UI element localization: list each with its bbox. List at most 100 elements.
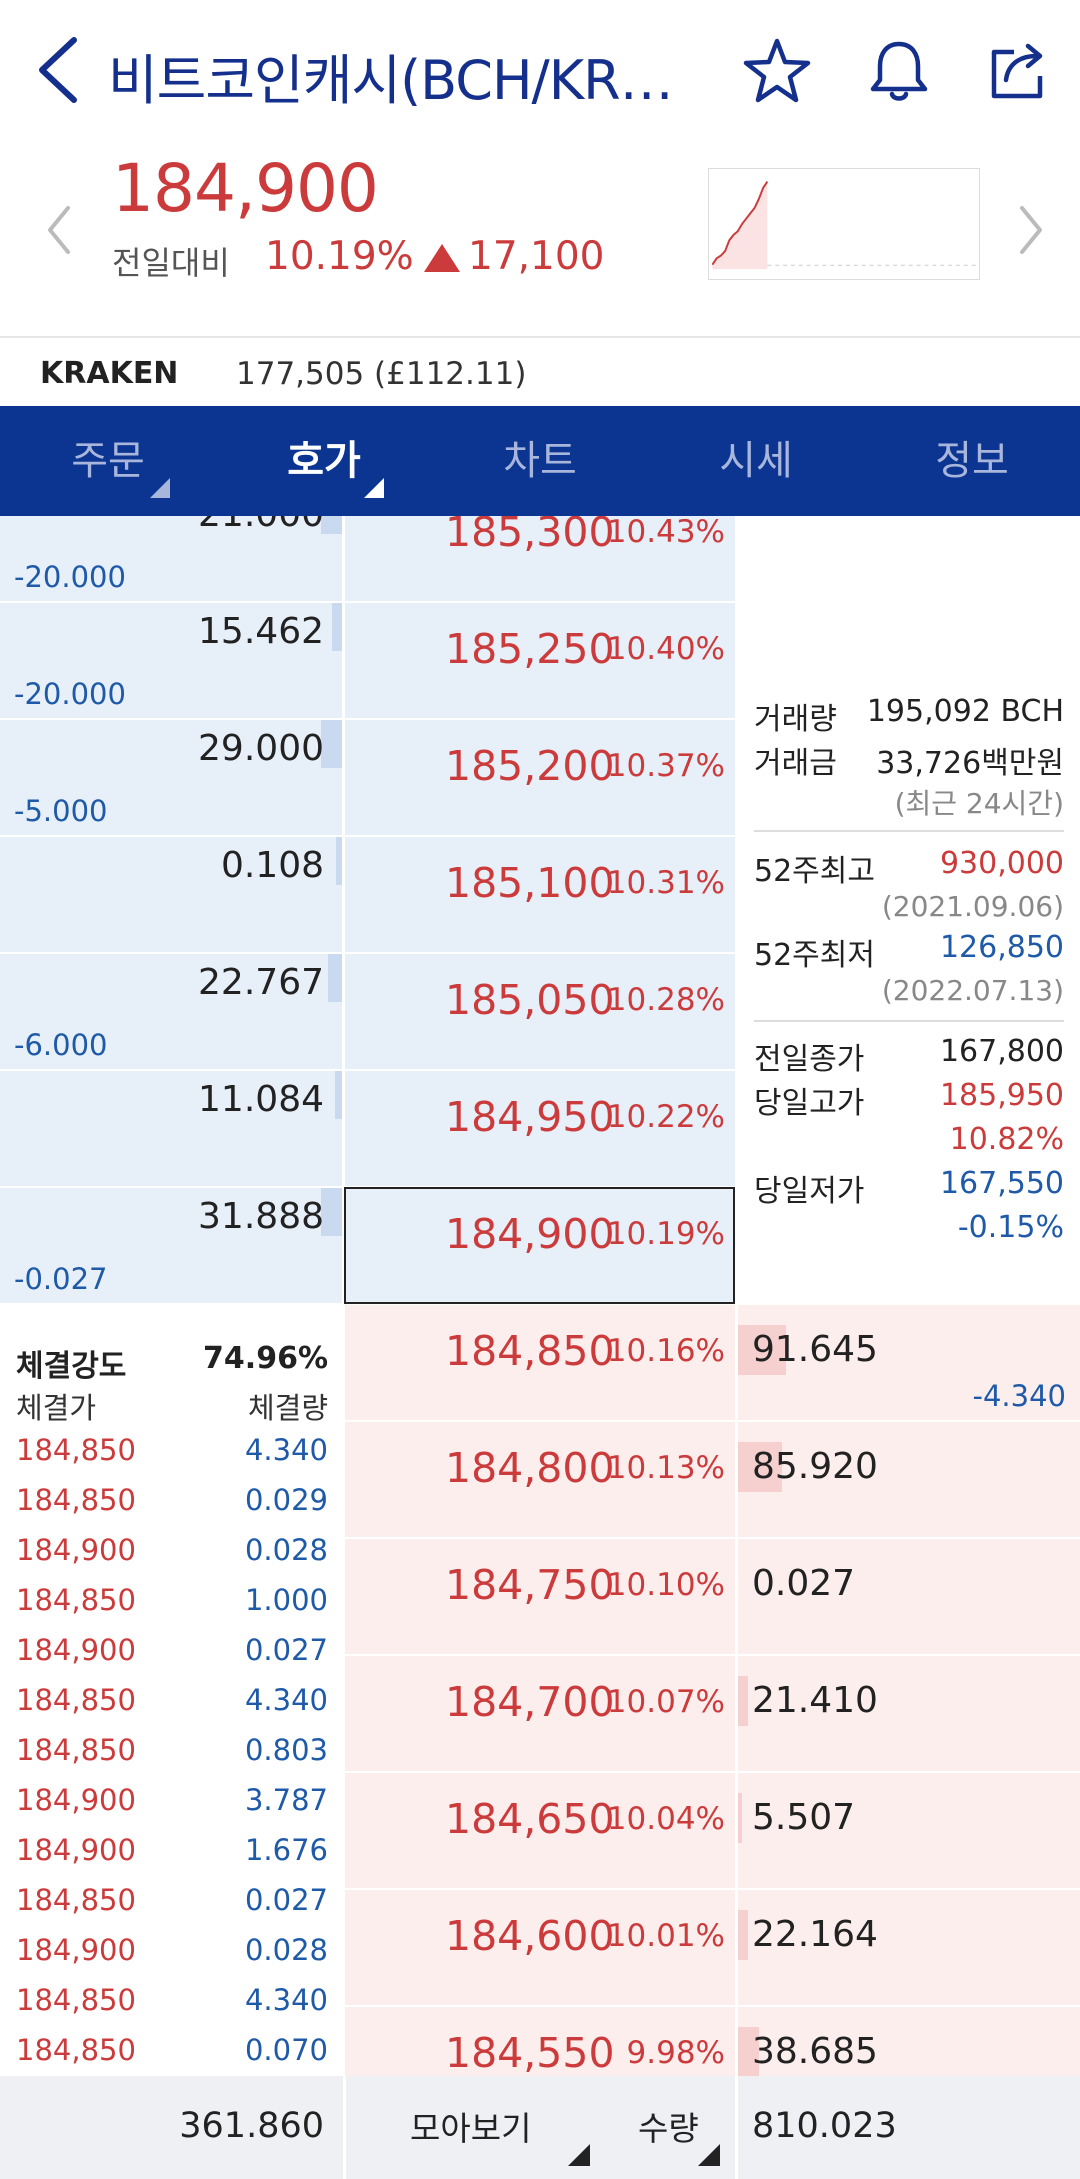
bid-price-cell[interactable]: 184,800 10.13% — [345, 1422, 735, 1537]
day-low-value: 167,550 — [939, 1166, 1064, 1201]
ask-qty-cell[interactable]: 31.888 -0.027 — [0, 1188, 342, 1303]
ask-qty-bar — [336, 837, 342, 885]
bid-price-pct: 10.10% — [606, 1567, 725, 1603]
ask-qty-cell[interactable]: 21.000 -20.000 — [0, 516, 342, 601]
bid-qty-cell[interactable]: 21.410 — [738, 1656, 1080, 1771]
bid-qty-cell[interactable]: 38.685 — [738, 2007, 1080, 2076]
ask-qty-cell[interactable]: 15.462 -20.000 — [0, 603, 342, 718]
bid-row[interactable]: 184,600 10.01% 22.164 — [345, 1890, 1080, 2007]
amount-label: 거래금 — [754, 746, 837, 781]
tab-bar: 주문 호가 차트 시세 정보 — [0, 406, 1080, 516]
trade-price: 184,850 — [16, 1983, 136, 2017]
ask-qty-cell[interactable]: 0.108 — [0, 837, 342, 952]
ask-price-cell[interactable]: 184,900 10.19% — [345, 1188, 735, 1303]
tab-info[interactable]: 정보 — [864, 406, 1080, 516]
bid-price-pct: 10.16% — [606, 1333, 725, 1369]
trade-ticker-panel[interactable]: 체결강도 74.96% 체결가 체결량 184,850 4.340 184,850 0… — [0, 1305, 342, 2076]
bid-qty-cell[interactable]: 0.027 — [738, 1539, 1080, 1654]
ask-price-cell[interactable]: 184,950 10.22% — [345, 1071, 735, 1186]
bid-price: 184,550 — [445, 2029, 615, 2076]
dropdown-triangle-icon — [568, 2144, 590, 2166]
bid-price-cell[interactable]: 184,750 10.10% — [345, 1539, 735, 1654]
mini-price-chart[interactable] — [708, 168, 980, 280]
up-triangle-icon — [424, 244, 460, 272]
trade-price-header: 체결가 — [16, 1391, 97, 1425]
ask-qty-bar — [331, 603, 342, 651]
trade-row: 184,850 0.029 — [0, 1483, 342, 1533]
bid-row[interactable]: 184,750 10.10% 0.027 — [345, 1539, 1080, 1656]
ask-price: 184,950 — [445, 1093, 615, 1141]
ask-row[interactable]: 29.000 -5.000 185,200 10.37% — [0, 720, 1080, 837]
next-coin-icon[interactable] — [1010, 200, 1050, 260]
bid-qty-cell[interactable]: 22.164 — [738, 1890, 1080, 2005]
bid-row[interactable]: 184,800 10.13% 85.920 — [345, 1422, 1080, 1539]
period-note: (최근 24시간) — [894, 787, 1064, 820]
ask-price-cell[interactable]: 185,200 10.37% — [345, 720, 735, 835]
share-icon[interactable] — [984, 36, 1054, 106]
bid-qty-cell[interactable]: 85.920 — [738, 1422, 1080, 1537]
ask-row[interactable]: 11.084 184,950 10.22% — [0, 1071, 1080, 1188]
trade-qty: 0.027 — [244, 1633, 328, 1667]
ask-row[interactable]: 31.888 -0.027 184,900 10.19% — [0, 1188, 1080, 1305]
bid-price-cell[interactable]: 184,850 10.16% — [345, 1305, 735, 1420]
bid-price-cell[interactable]: 184,600 10.01% — [345, 1890, 735, 2005]
low52-label: 52주최저 — [754, 938, 875, 973]
current-price-highlight — [344, 1187, 735, 1304]
day-low-label: 당일저가 — [754, 1174, 865, 1209]
bid-price: 184,700 — [445, 1678, 615, 1726]
chevron-left-icon[interactable] — [30, 34, 90, 106]
trade-qty: 0.070 — [244, 2033, 328, 2067]
ask-price-cell[interactable]: 185,100 10.31% — [345, 837, 735, 952]
bid-price-cell[interactable]: 184,550 9.98% — [345, 2007, 735, 2076]
tab-order[interactable]: 주문 — [0, 406, 216, 516]
bid-qty: 22.164 — [752, 1914, 878, 1955]
bid-qty-cell[interactable]: 5.507 — [738, 1773, 1080, 1888]
ask-price-cell[interactable]: 185,300 10.43% — [345, 516, 735, 601]
view-mode-button[interactable]: 모아보기 — [410, 2109, 532, 2148]
app-header: 비트코인캐시(BCH/KR… — [0, 0, 1080, 150]
ask-qty: 15.462 — [198, 611, 324, 652]
current-price: 184,900 — [112, 150, 379, 227]
bid-qty-bar — [738, 1325, 786, 1375]
bid-row[interactable]: 184,700 10.07% 21.410 — [345, 1656, 1080, 1773]
ask-row[interactable]: 22.767 -6.000 185,050 10.28% — [0, 954, 1080, 1071]
high52-date: (2021.09.06) — [881, 890, 1064, 923]
ask-price-cell[interactable]: 185,050 10.28% — [345, 954, 735, 1069]
ask-row[interactable]: 0.108 185,100 10.31% — [0, 837, 1080, 954]
bid-price-cell[interactable]: 184,700 10.07% — [345, 1656, 735, 1771]
bell-icon[interactable] — [864, 36, 934, 106]
unit-button[interactable]: 수량 — [638, 2109, 699, 2148]
ask-price: 185,200 — [445, 742, 615, 790]
star-icon[interactable] — [742, 36, 812, 106]
bid-row[interactable]: 184,550 9.98% 38.685 — [345, 2007, 1080, 2076]
tab-label: 정보 — [935, 438, 1009, 484]
ask-total: 361.860 — [179, 2106, 324, 2146]
trade-qty: 3.787 — [244, 1783, 328, 1817]
bid-row[interactable]: 184,650 10.04% 5.507 — [345, 1773, 1080, 1890]
ask-row[interactable]: 15.462 -20.000 185,250 10.40% — [0, 603, 1080, 720]
trade-qty: 0.028 — [244, 1933, 328, 1967]
ask-total-cell: 361.860 — [0, 2076, 342, 2179]
tab-orderbook[interactable]: 호가 — [216, 406, 432, 516]
exchange-price: 177,505 (£112.11) — [236, 356, 527, 392]
trade-qty: 1.000 — [244, 1583, 328, 1617]
high52-label: 52주최고 — [754, 854, 875, 889]
ask-price-cell[interactable]: 185,250 10.40% — [345, 603, 735, 718]
tab-market[interactable]: 시세 — [648, 406, 864, 516]
amount-value: 33,726백만원 — [876, 746, 1064, 781]
trade-price: 184,850 — [16, 1683, 136, 1717]
bid-qty-cell[interactable]: 91.645 -4.340 — [738, 1305, 1080, 1420]
bid-price-cell[interactable]: 184,650 10.04% — [345, 1773, 735, 1888]
ask-qty-cell[interactable]: 11.084 — [0, 1071, 342, 1186]
ask-qty-bar — [328, 954, 342, 1002]
bid-row[interactable]: 184,850 10.16% 91.645 -4.340 — [345, 1305, 1080, 1422]
prev-coin-icon[interactable] — [40, 200, 80, 260]
day-high-pct: 10.82% — [949, 1122, 1064, 1157]
price-summary: 184,900 전일대비 10.19% 17,100 — [0, 150, 1080, 336]
ask-qty-cell[interactable]: 22.767 -6.000 — [0, 954, 342, 1069]
ask-qty-cell[interactable]: 29.000 -5.000 — [0, 720, 342, 835]
tab-chart[interactable]: 차트 — [432, 406, 648, 516]
trade-price: 184,850 — [16, 1883, 136, 1917]
volume-label: 거래량 — [754, 702, 837, 737]
